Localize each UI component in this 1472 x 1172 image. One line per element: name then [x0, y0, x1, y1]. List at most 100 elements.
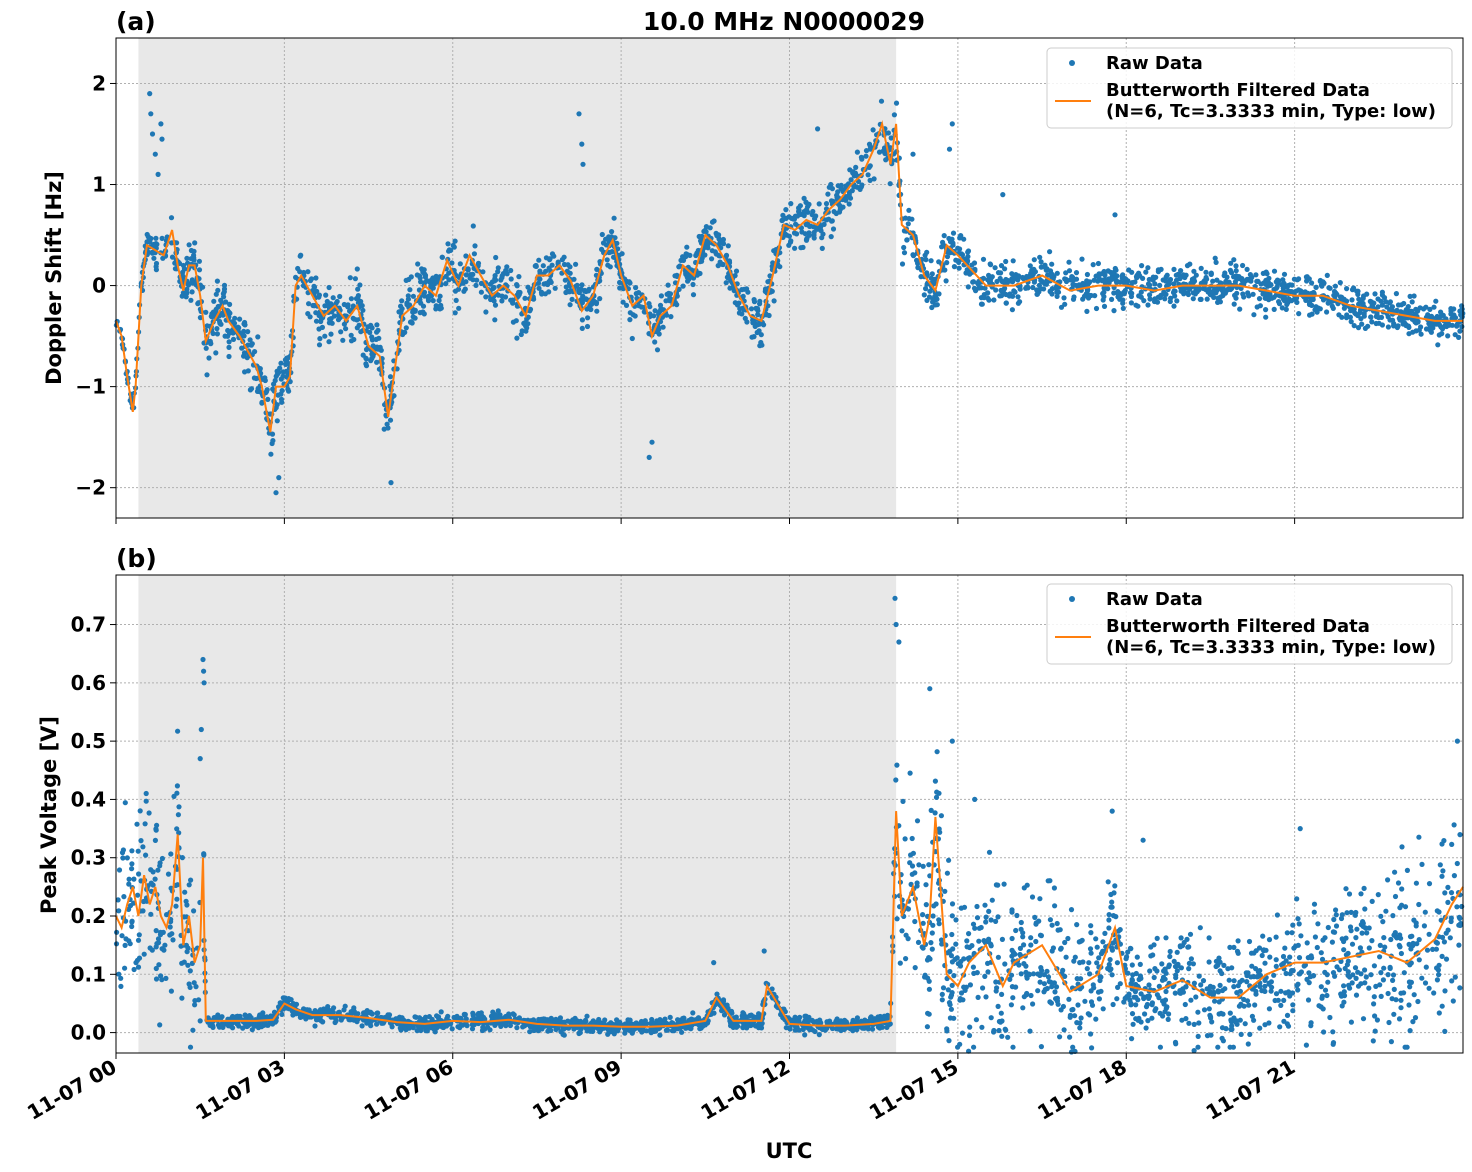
a-raw-point	[475, 260, 482, 266]
a-raw-point	[1145, 265, 1151, 271]
a-raw-point	[754, 329, 760, 336]
b-raw-point	[976, 925, 983, 931]
a-raw-point	[828, 234, 834, 240]
a-raw-point	[690, 281, 696, 288]
a-raw-point	[307, 277, 314, 284]
a-raw-point	[158, 121, 164, 127]
a-raw-point	[835, 183, 841, 189]
b-raw-point	[1137, 961, 1143, 968]
b-raw-point	[545, 1028, 551, 1034]
a-raw-point	[593, 301, 600, 307]
a-raw-point	[1251, 312, 1257, 318]
b-raw-point	[1054, 920, 1060, 927]
b-raw-point	[1261, 948, 1267, 954]
b-raw-point	[1342, 965, 1348, 972]
b-raw-point	[1274, 912, 1280, 918]
a-raw-point	[226, 339, 232, 345]
a-raw-point	[1293, 288, 1299, 294]
b-raw-point	[1392, 930, 1398, 936]
a-raw-point	[256, 388, 263, 395]
b-raw-point	[926, 862, 932, 868]
b-raw-point	[1390, 913, 1396, 919]
a-raw-point	[452, 310, 458, 316]
a-raw-point	[451, 244, 457, 250]
a-raw-point	[1361, 293, 1367, 299]
b-raw-point	[795, 1026, 801, 1033]
a-raw-point	[463, 279, 469, 285]
a-raw-point	[1324, 272, 1330, 278]
a-raw-point	[269, 431, 276, 437]
a-raw-point	[790, 216, 796, 222]
a-raw-point	[1435, 342, 1441, 348]
a-raw-point	[231, 320, 238, 326]
b-raw-point	[930, 922, 936, 928]
a-raw-point	[295, 265, 301, 272]
a-raw-point	[422, 272, 429, 278]
b-raw-point	[980, 985, 986, 991]
b-raw-point	[170, 937, 176, 943]
a-raw-point	[1279, 282, 1285, 288]
a-raw-point	[340, 337, 346, 343]
a-raw-point	[1100, 277, 1106, 283]
b-raw-point	[1137, 973, 1143, 979]
a-raw-point	[1313, 284, 1319, 290]
a-raw-point	[508, 267, 514, 274]
a-raw-point	[831, 209, 837, 215]
b-raw-point	[1077, 1020, 1083, 1026]
b-raw-point	[312, 1023, 318, 1029]
b-raw-point	[1228, 1026, 1234, 1033]
a-raw-point	[1428, 313, 1435, 319]
b-raw-point	[1021, 961, 1027, 967]
b-raw-point	[1330, 1029, 1336, 1035]
b-raw-point	[1219, 1025, 1226, 1031]
b-raw-point	[930, 913, 936, 919]
b-raw-point	[721, 1012, 728, 1018]
a-raw-point	[1177, 275, 1183, 281]
a-raw-point	[1332, 283, 1338, 289]
b-raw-point	[1404, 867, 1410, 874]
b-raw-point	[1113, 914, 1119, 920]
b-raw-point	[1061, 1027, 1067, 1033]
a-raw-point	[1281, 271, 1288, 277]
b-raw-point	[1247, 1031, 1253, 1037]
b-raw-point	[561, 1026, 567, 1032]
a-raw-point	[363, 356, 369, 362]
b-raw-point	[1200, 978, 1207, 984]
b-raw-point	[374, 1021, 380, 1027]
a-raw-point	[1047, 249, 1053, 255]
b-raw-point	[1227, 1010, 1233, 1016]
a-raw-point	[690, 292, 697, 298]
b-raw-point	[989, 897, 995, 903]
b-raw-point	[1154, 992, 1160, 998]
b-raw-point	[1068, 1049, 1075, 1055]
a-raw-point	[1228, 260, 1234, 266]
b-raw-point	[1210, 984, 1216, 991]
a-raw-point	[278, 376, 284, 382]
a-raw-point	[843, 183, 849, 189]
b-raw-point	[1231, 978, 1237, 984]
a-raw-point	[998, 270, 1004, 276]
b-raw-point	[1065, 935, 1071, 942]
b-raw-point	[1255, 969, 1261, 975]
a-raw-point	[369, 355, 375, 362]
b-raw-point	[1347, 974, 1353, 980]
b-raw-point	[1454, 860, 1460, 867]
a-raw-point	[265, 396, 271, 402]
a-raw-point	[985, 290, 991, 296]
a-raw-point	[436, 297, 442, 304]
a-raw-point	[363, 361, 369, 367]
b-raw-point	[816, 1032, 822, 1038]
a-raw-point	[1355, 325, 1362, 331]
b-raw-point	[168, 988, 174, 994]
b-raw-point	[1398, 950, 1404, 957]
a-raw-point	[720, 239, 726, 245]
a-raw-point	[600, 240, 607, 246]
a-raw-point	[1263, 307, 1269, 313]
b-raw-point	[1157, 1044, 1163, 1050]
a-raw-point	[949, 121, 955, 127]
b-raw-point	[1020, 1005, 1026, 1011]
b-raw-point	[1127, 997, 1133, 1003]
b-raw-point	[988, 917, 994, 923]
a-raw-point	[374, 329, 380, 335]
b-raw-point	[1096, 996, 1102, 1002]
